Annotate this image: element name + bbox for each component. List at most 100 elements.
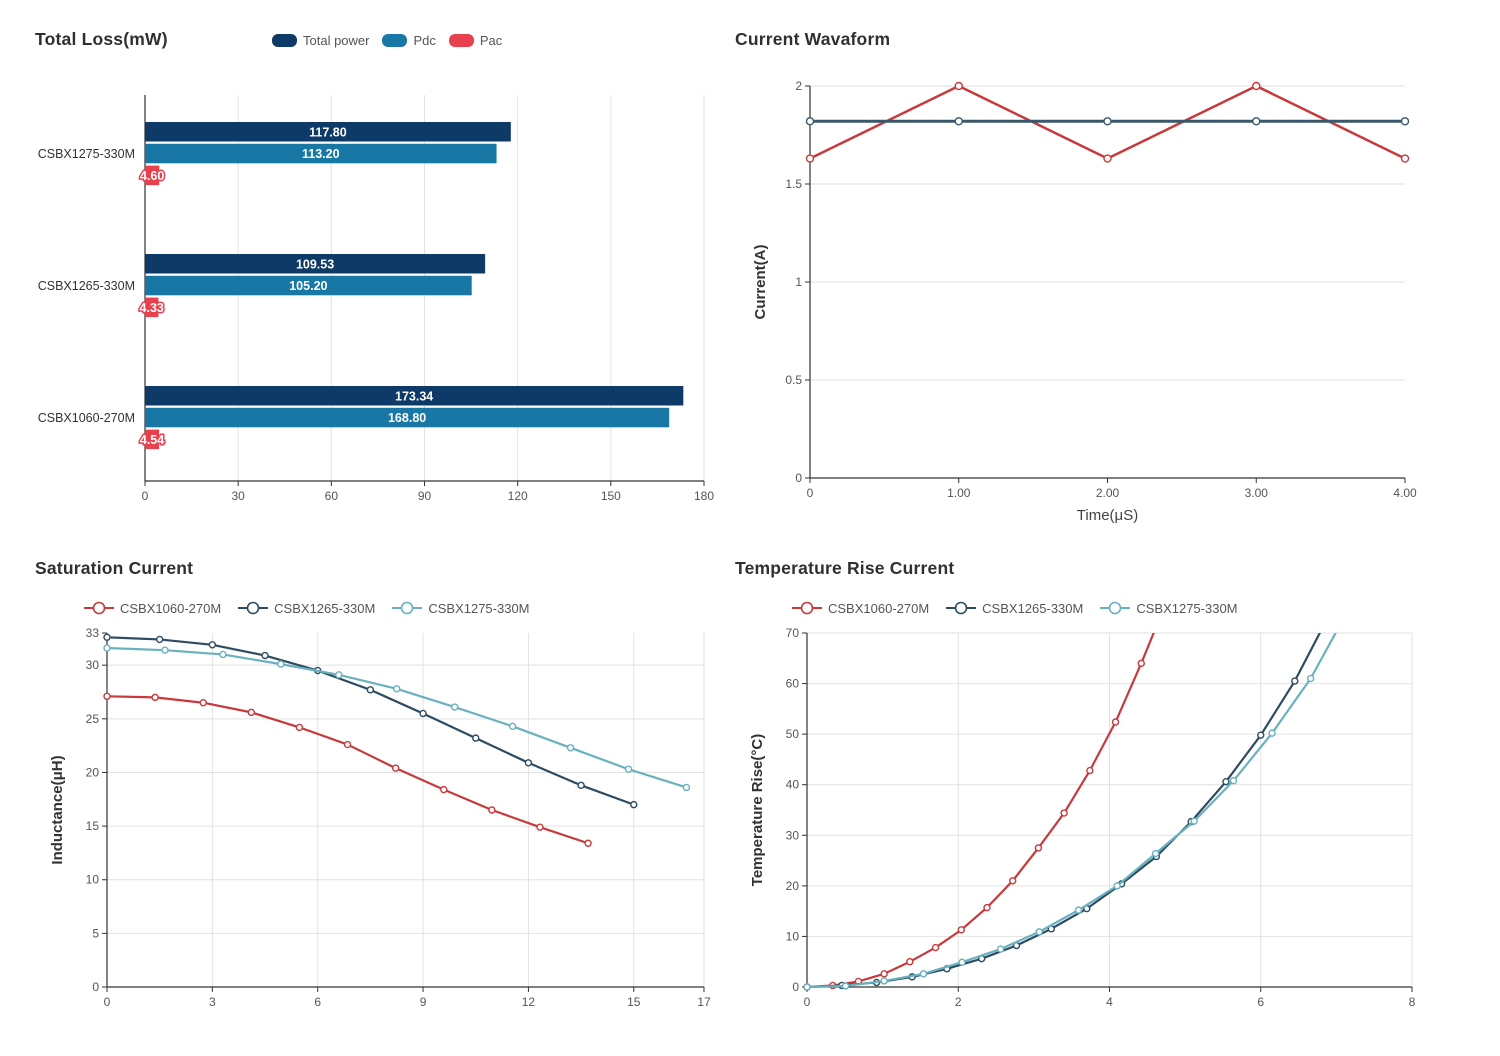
legend-item-CSBX1060-270M[interactable]: CSBX1060-270M <box>792 600 929 616</box>
legend-label: CSBX1060-270M <box>828 600 930 616</box>
gridlines <box>107 633 705 987</box>
y-tick-label: 30 <box>86 658 100 672</box>
bar-value-label: 173.34 <box>395 389 433 403</box>
legend-item-CSBX1275-330M[interactable]: CSBX1275-330M <box>392 600 530 616</box>
bar-series-Total power: 117.80 109.53 173.34 <box>145 122 684 406</box>
data-point-marker <box>996 945 1005 953</box>
series-line <box>805 633 1155 989</box>
legend-item-CSBX1275-330M[interactable]: CSBX1275-330M <box>1100 600 1238 616</box>
data-point-marker <box>1009 877 1017 885</box>
line-series-1 <box>805 117 1410 126</box>
series-line <box>105 636 635 806</box>
data-point-marker <box>805 154 815 163</box>
data-point-marker <box>155 635 164 644</box>
data-point-marker <box>919 970 928 978</box>
x-tick-label: 8 <box>1409 995 1416 1009</box>
data-point-marker <box>335 671 343 679</box>
legend-item-CSBX1265-330M[interactable]: CSBX1265-330M <box>238 600 375 616</box>
y-tick-label: 0 <box>795 471 802 485</box>
data-point-marker <box>219 650 227 659</box>
legend-item-Pac[interactable]: Pac <box>448 33 502 48</box>
line-series-CSBX1265-330M <box>803 633 1322 991</box>
y-axis-title: Temperature Rise(°C) <box>749 734 766 886</box>
bar <box>145 254 486 274</box>
panel-temperature-rise: Temperature Rise Current CSBX1060-270M CS… <box>730 540 1500 1056</box>
temperature-rise-line-chart: 0 2 4 6 8 0 10 20 30 40 50 60 70 Temperature Rise(°C) <box>749 626 1416 1009</box>
bar-value-label: 105.20 <box>289 279 327 293</box>
category-label: CSBX1275-330M <box>38 147 135 161</box>
legend-line-circle-marker <box>238 601 269 615</box>
y-axis-ticks: 0 5 10 15 20 25 30 33 <box>86 626 107 994</box>
data-point-marker <box>880 970 888 978</box>
data-point-marker <box>1291 677 1299 685</box>
data-point-marker <box>277 660 285 668</box>
bar <box>145 407 670 428</box>
legend-line-circle-marker <box>392 601 423 615</box>
bar-value-label: 109.53 <box>296 257 334 271</box>
data-point-marker <box>1103 117 1112 126</box>
legend-item-Pdc[interactable]: Pdc <box>382 33 436 48</box>
panel-total-loss: Total Loss(mW) Total power Pdc Pac 0 30 60 90… <box>0 0 750 540</box>
y-tick-label: 10 <box>86 873 100 887</box>
data-point-marker <box>1306 674 1315 683</box>
x-tick-label: 30 <box>231 489 245 503</box>
data-point-marker <box>1268 729 1276 737</box>
data-point-marker <box>584 839 592 847</box>
legend-swatch <box>382 34 408 47</box>
data-point-marker <box>440 785 448 794</box>
legend-label: CSBX1060-270M <box>120 600 222 616</box>
x-tick-label: 2.00 <box>1096 486 1120 500</box>
data-point-marker <box>954 117 963 126</box>
y-tick-label: 33 <box>86 626 100 640</box>
line-series-CSBX1060-270M <box>103 692 592 847</box>
x-tick-label: 15 <box>627 995 641 1009</box>
y-tick-label: 20 <box>786 879 800 893</box>
bar-series-Pac: 4.60 4.33 4.54 <box>138 165 166 450</box>
chart-title-current-waveform: Current Wavaform <box>735 29 891 49</box>
data-point-marker <box>103 644 111 652</box>
legend-item-CSBX1060-270M[interactable]: CSBX1060-270M <box>84 600 221 616</box>
x-tick-label: 90 <box>418 489 432 503</box>
legend-line-circle-marker <box>1100 601 1131 615</box>
x-tick-label: 180 <box>694 489 714 503</box>
x-axis-ticks: 0 30 60 90 120 150 180 <box>142 481 714 503</box>
x-axis-title: Time(μS) <box>1077 507 1138 524</box>
series-line <box>805 633 1337 989</box>
data-point-marker <box>682 783 691 792</box>
data-point-marker <box>1086 766 1094 775</box>
x-axis-ticks: 0 1.00 2.00 3.00 4.00 <box>807 478 1417 500</box>
data-point-marker <box>419 709 427 718</box>
current-waveform-line-chart: 0 1.00 2.00 3.00 4.00 0 0.5 1 1.5 2 Current(A) Time… <box>752 79 1417 524</box>
y-axis-title: Current(A) <box>752 245 769 320</box>
bar <box>145 429 160 450</box>
data-point-marker <box>488 806 496 814</box>
data-point-marker <box>508 722 517 731</box>
data-point-marker <box>1111 718 1120 726</box>
data-point-marker <box>1190 817 1198 825</box>
x-tick-label: 0 <box>142 489 149 503</box>
data-point-marker <box>1137 659 1145 668</box>
y-tick-label: 30 <box>786 828 800 842</box>
legend-swatch <box>448 34 474 47</box>
chart-title-total-loss: Total Loss(mW) <box>35 29 168 49</box>
y-tick-label: 1.5 <box>785 177 802 191</box>
y-tick-label: 0.5 <box>785 373 802 387</box>
gridlines <box>807 632 1413 987</box>
x-tick-label: 6 <box>314 995 321 1009</box>
legend-line-circle-marker <box>84 601 114 615</box>
legend-item-Total power[interactable]: Total power <box>272 33 369 48</box>
legend-temperature-rise: CSBX1060-270M CSBX1265-330M CSBX1275-330M <box>792 600 1238 616</box>
category-label: CSBX1265-330M <box>38 279 135 293</box>
x-tick-label: 60 <box>325 489 339 503</box>
data-point-marker <box>1257 731 1265 739</box>
gridlines <box>810 85 1405 381</box>
legend-label: CSBX1275-330M <box>1136 600 1238 616</box>
legend-item-CSBX1265-330M[interactable]: CSBX1265-330M <box>946 600 1083 616</box>
data-point-marker <box>566 744 575 752</box>
data-point-marker <box>958 958 966 966</box>
bar-value-label: 4.60 <box>140 169 164 183</box>
data-point-marker <box>472 734 480 742</box>
data-point-marker <box>536 823 544 831</box>
chart-title-temperature-rise: Temperature Rise Current <box>735 558 955 578</box>
data-point-marker <box>343 740 352 749</box>
